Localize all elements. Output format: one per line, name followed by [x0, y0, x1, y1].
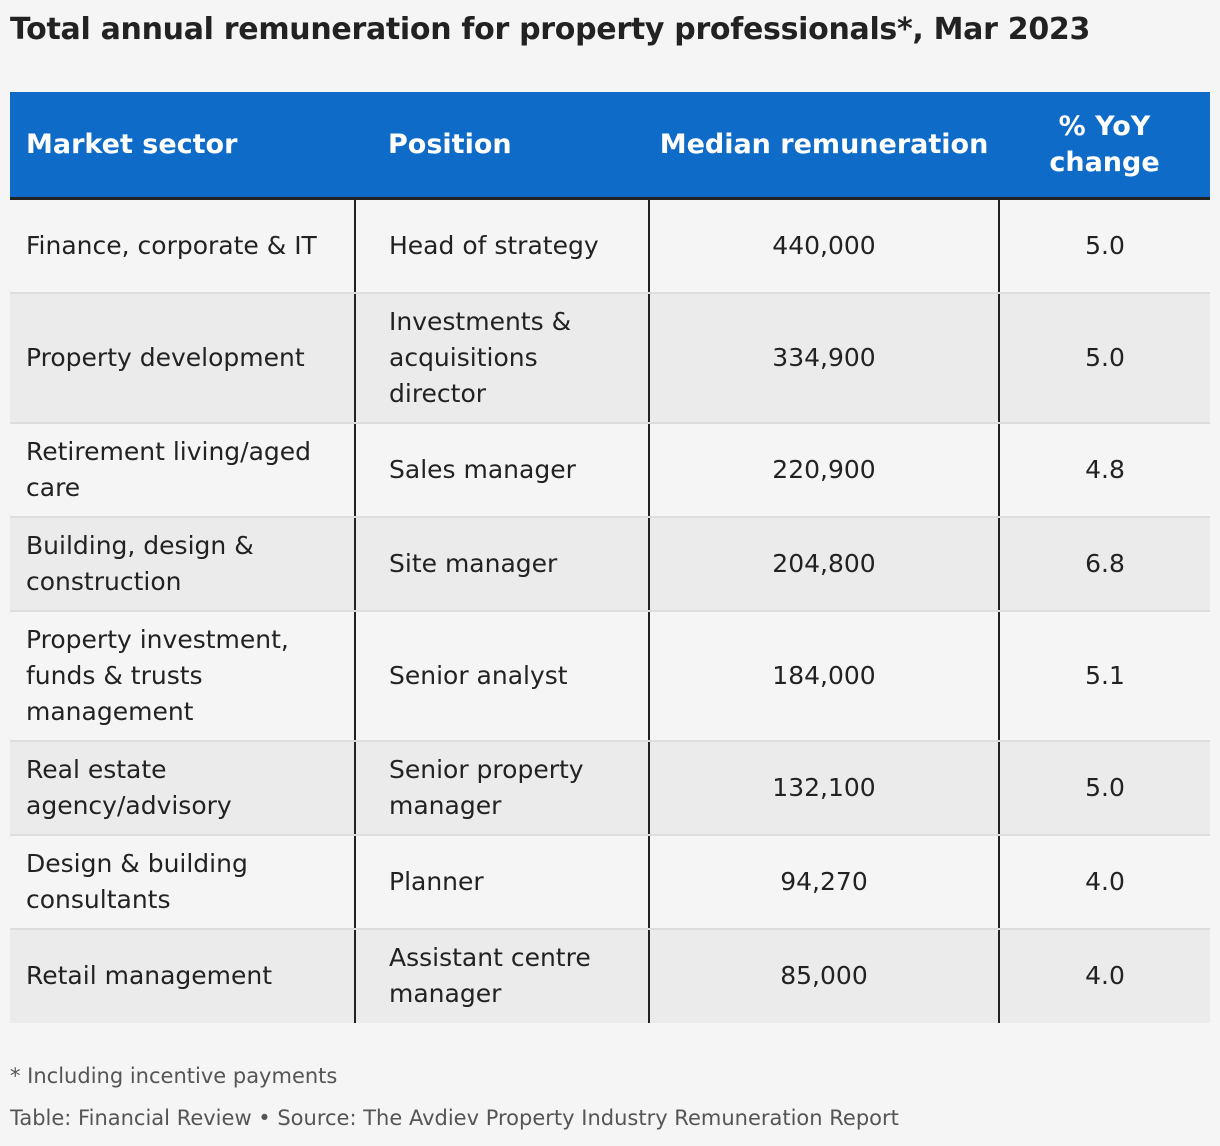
- cell-position: Sales manager: [354, 422, 649, 518]
- table-row: Property development Investments & acqui…: [10, 292, 1210, 424]
- cell-median-remuneration: 204,800: [648, 516, 999, 612]
- cell-median-remuneration: 440,000: [648, 198, 999, 294]
- cell-market-sector: Design & building consultants: [10, 834, 355, 930]
- cell-median-remuneration: 132,100: [648, 740, 999, 836]
- cell-market-sector: Property investment, funds & trusts mana…: [10, 610, 355, 742]
- cell-position: Senior analyst: [354, 610, 649, 742]
- remuneration-table: Market sector Position Median remunerati…: [10, 92, 1210, 1023]
- cell-median-remuneration: 85,000: [648, 928, 999, 1023]
- column-header-yoy-change: % YoY change: [999, 92, 1210, 200]
- column-header-median-remuneration: Median remuneration: [649, 92, 999, 200]
- table-row: Property investment, funds & trusts mana…: [10, 610, 1210, 742]
- cell-yoy-change: 5.0: [998, 292, 1210, 424]
- cell-market-sector: Retirement living/aged care: [10, 422, 355, 518]
- cell-yoy-change: 5.0: [998, 198, 1210, 294]
- cell-market-sector: Building, design & construction: [10, 516, 355, 612]
- table-row: Real estate agency/advisory Senior prope…: [10, 740, 1210, 836]
- cell-median-remuneration: 334,900: [648, 292, 999, 424]
- table-row: Building, design & construction Site man…: [10, 516, 1210, 612]
- cell-median-remuneration: 184,000: [648, 610, 999, 742]
- source-credit: Table: Financial Review • Source: The Av…: [10, 1106, 899, 1130]
- cell-position: Assistant centre manager: [354, 928, 649, 1023]
- cell-yoy-change: 4.0: [998, 834, 1210, 930]
- cell-market-sector: Retail management: [10, 928, 355, 1023]
- chart-title: Total annual remuneration for property p…: [10, 12, 1091, 47]
- cell-market-sector: Real estate agency/advisory: [10, 740, 355, 836]
- cell-position: Head of strategy: [354, 198, 649, 294]
- column-header-position: Position: [355, 92, 649, 200]
- cell-median-remuneration: 220,900: [648, 422, 999, 518]
- cell-yoy-change: 4.0: [998, 928, 1210, 1023]
- table-row: Design & building consultants Planner 94…: [10, 834, 1210, 930]
- table-row: Retirement living/aged care Sales manage…: [10, 422, 1210, 518]
- cell-market-sector: Property development: [10, 292, 355, 424]
- cell-market-sector: Finance, corporate & IT: [10, 198, 355, 294]
- cell-yoy-change: 6.8: [998, 516, 1210, 612]
- cell-position: Site manager: [354, 516, 649, 612]
- table-row: Finance, corporate & IT Head of strategy…: [10, 198, 1210, 294]
- column-header-market-sector: Market sector: [10, 92, 355, 200]
- cell-yoy-change: 4.8: [998, 422, 1210, 518]
- cell-position: Investments & acquisitions director: [354, 292, 649, 424]
- cell-yoy-change: 5.0: [998, 740, 1210, 836]
- footnote: * Including incentive payments: [10, 1064, 338, 1088]
- cell-position: Senior property manager: [354, 740, 649, 836]
- table-header-row: Market sector Position Median remunerati…: [10, 92, 1210, 200]
- cell-yoy-change: 5.1: [998, 610, 1210, 742]
- cell-median-remuneration: 94,270: [648, 834, 999, 930]
- cell-position: Planner: [354, 834, 649, 930]
- table-row: Retail management Assistant centre manag…: [10, 928, 1210, 1023]
